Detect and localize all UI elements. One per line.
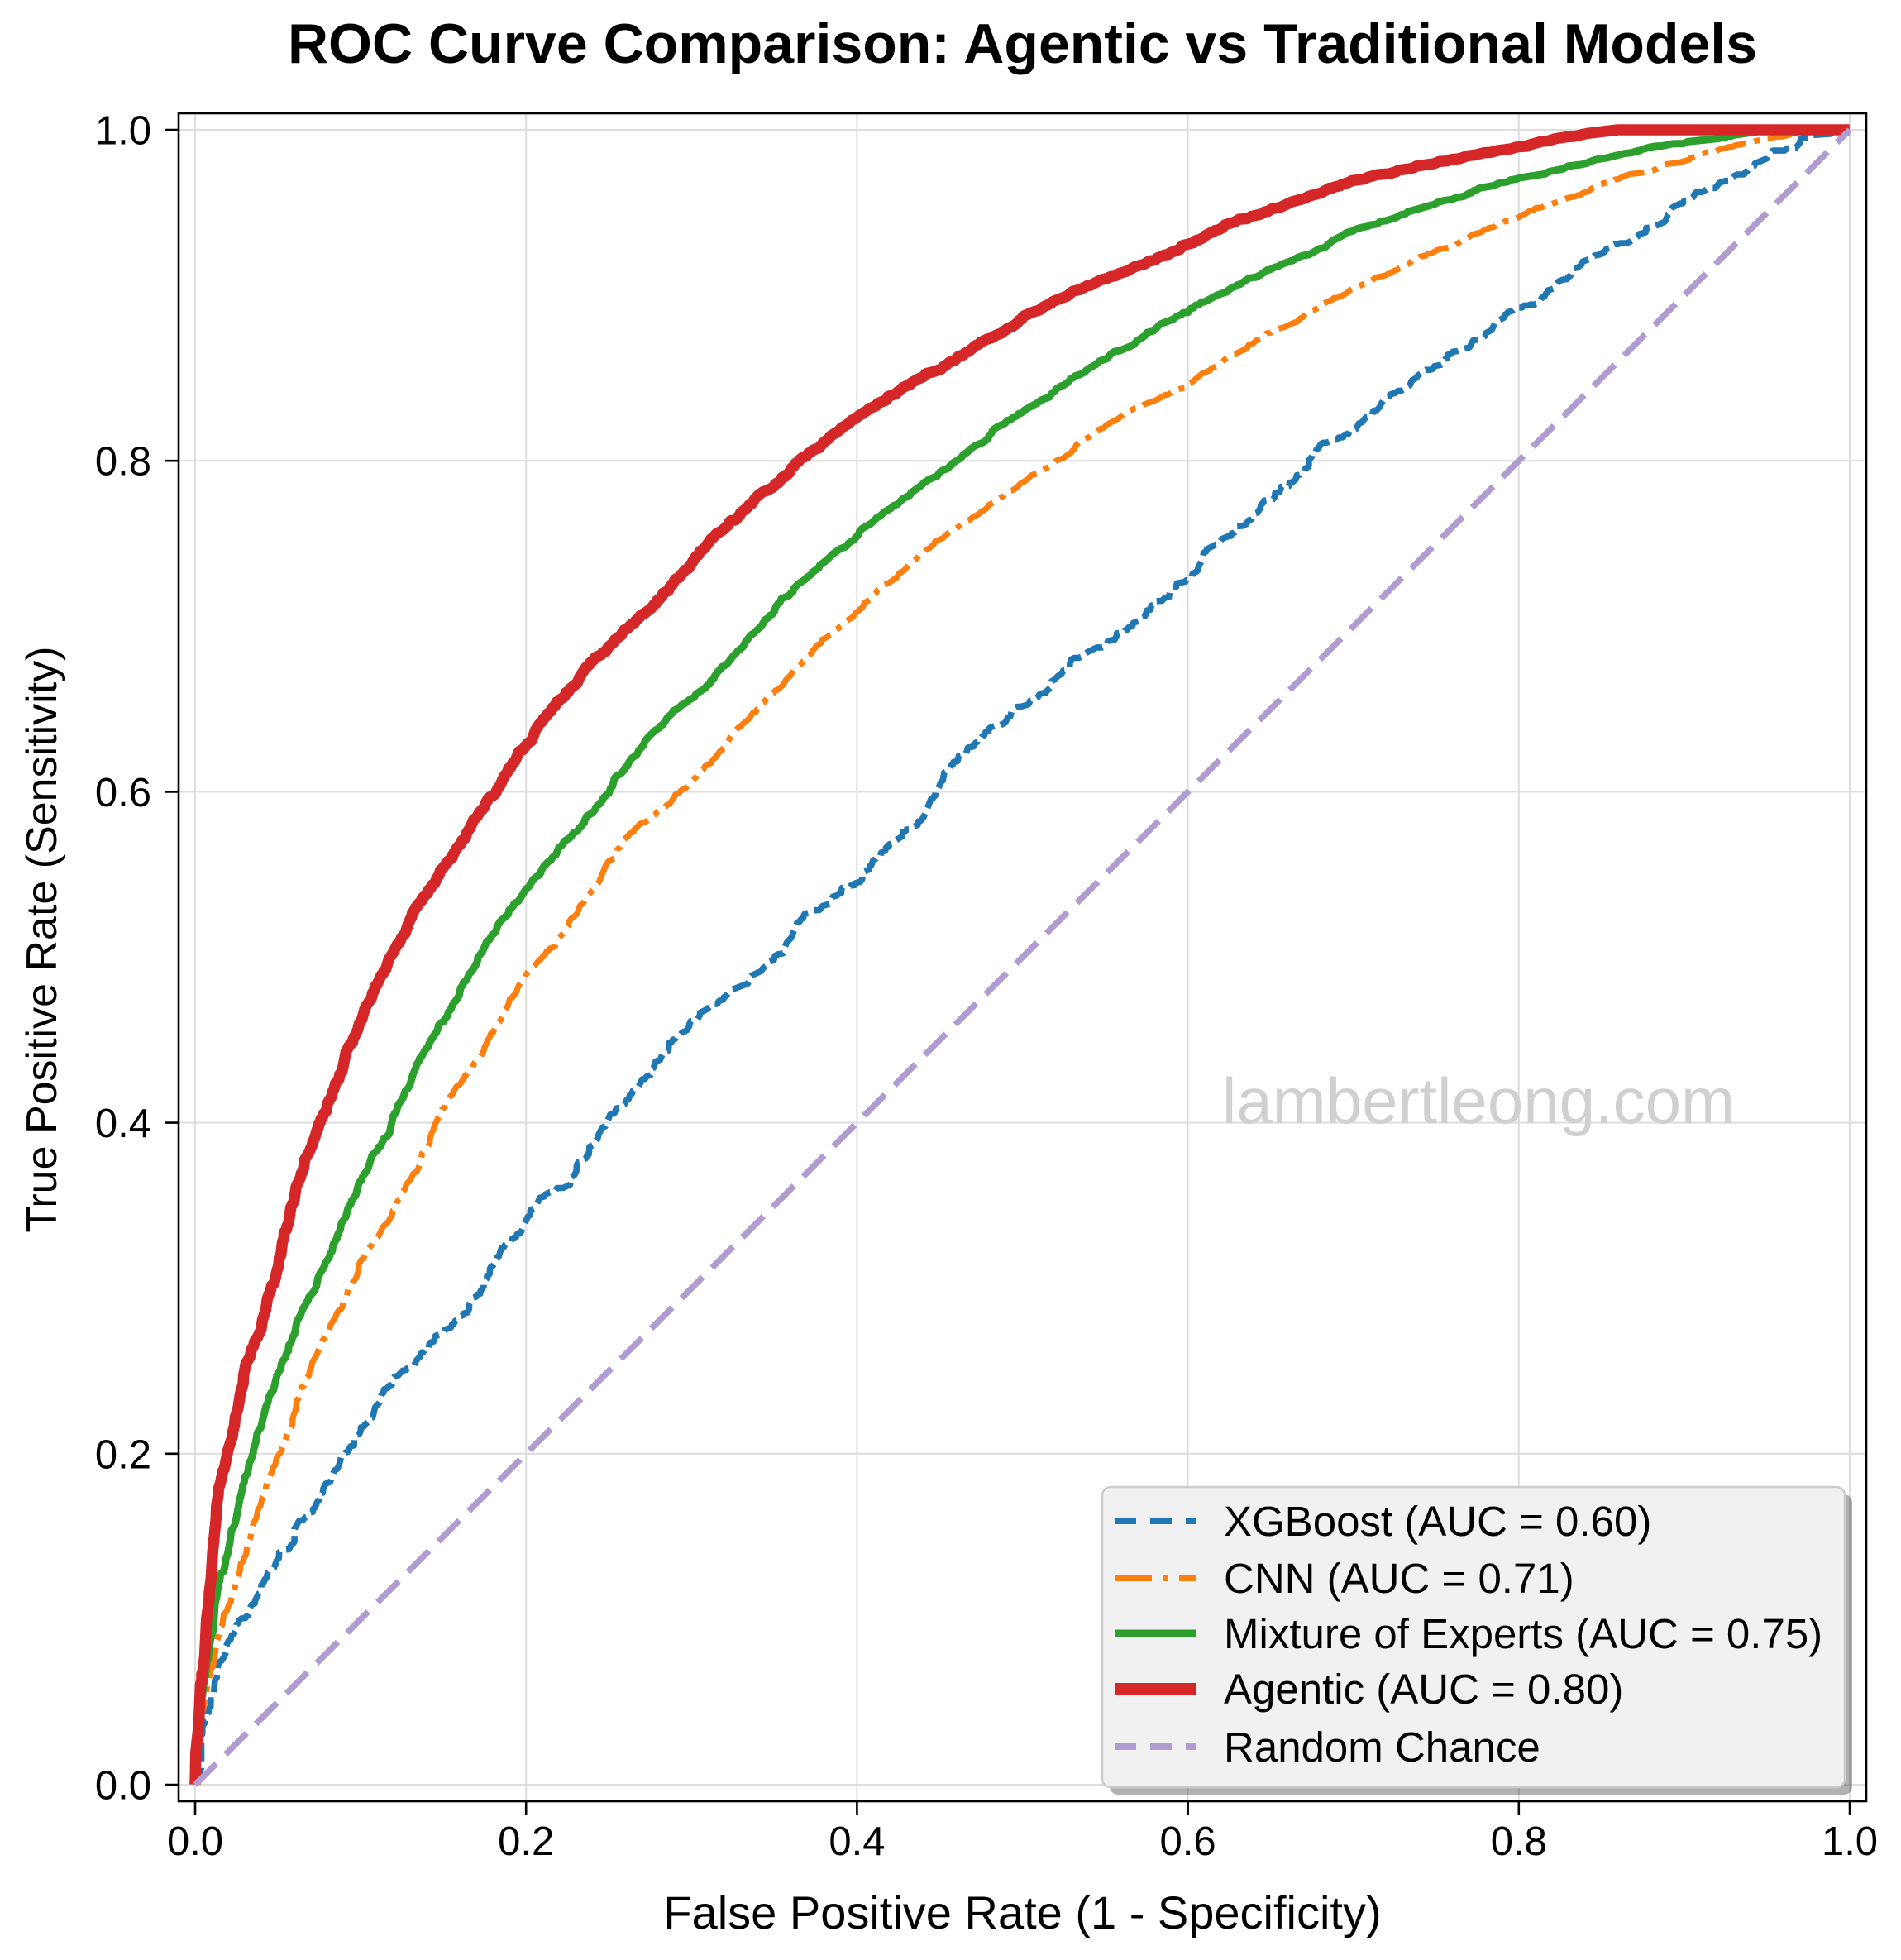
svg-text:CNN (AUC = 0.71): CNN (AUC = 0.71)	[1224, 1555, 1574, 1602]
svg-text:1.0: 1.0	[1822, 1819, 1878, 1864]
svg-text:ROC Curve Comparison: Agentic: ROC Curve Comparison: Agentic vs Traditi…	[288, 12, 1757, 75]
svg-text:Random Chance: Random Chance	[1224, 1723, 1540, 1771]
svg-text:lambertleong.com: lambertleong.com	[1222, 1064, 1735, 1137]
svg-text:0.4: 0.4	[95, 1102, 151, 1146]
svg-text:0.2: 0.2	[95, 1432, 151, 1477]
svg-text:0.0: 0.0	[167, 1819, 223, 1864]
svg-text:XGBoost (AUC = 0.60): XGBoost (AUC = 0.60)	[1224, 1498, 1651, 1545]
svg-text:0.8: 0.8	[1491, 1819, 1547, 1864]
svg-text:0.4: 0.4	[829, 1819, 885, 1864]
svg-text:0.2: 0.2	[498, 1819, 554, 1864]
svg-text:0.8: 0.8	[95, 440, 151, 485]
svg-text:0.0: 0.0	[95, 1764, 151, 1809]
svg-text:1.0: 1.0	[95, 109, 151, 154]
svg-text:Mixture of Experts (AUC = 0.75: Mixture of Experts (AUC = 0.75)	[1224, 1610, 1822, 1657]
svg-text:True Positive Rate (Sensitivit: True Positive Rate (Sensitivity)	[18, 647, 66, 1233]
svg-text:Agentic (AUC = 0.80): Agentic (AUC = 0.80)	[1224, 1666, 1623, 1713]
svg-text:False Positive Rate (1 - Speci: False Positive Rate (1 - Specificity)	[663, 1886, 1381, 1938]
svg-text:0.6: 0.6	[1160, 1819, 1216, 1864]
svg-text:0.6: 0.6	[95, 771, 151, 815]
